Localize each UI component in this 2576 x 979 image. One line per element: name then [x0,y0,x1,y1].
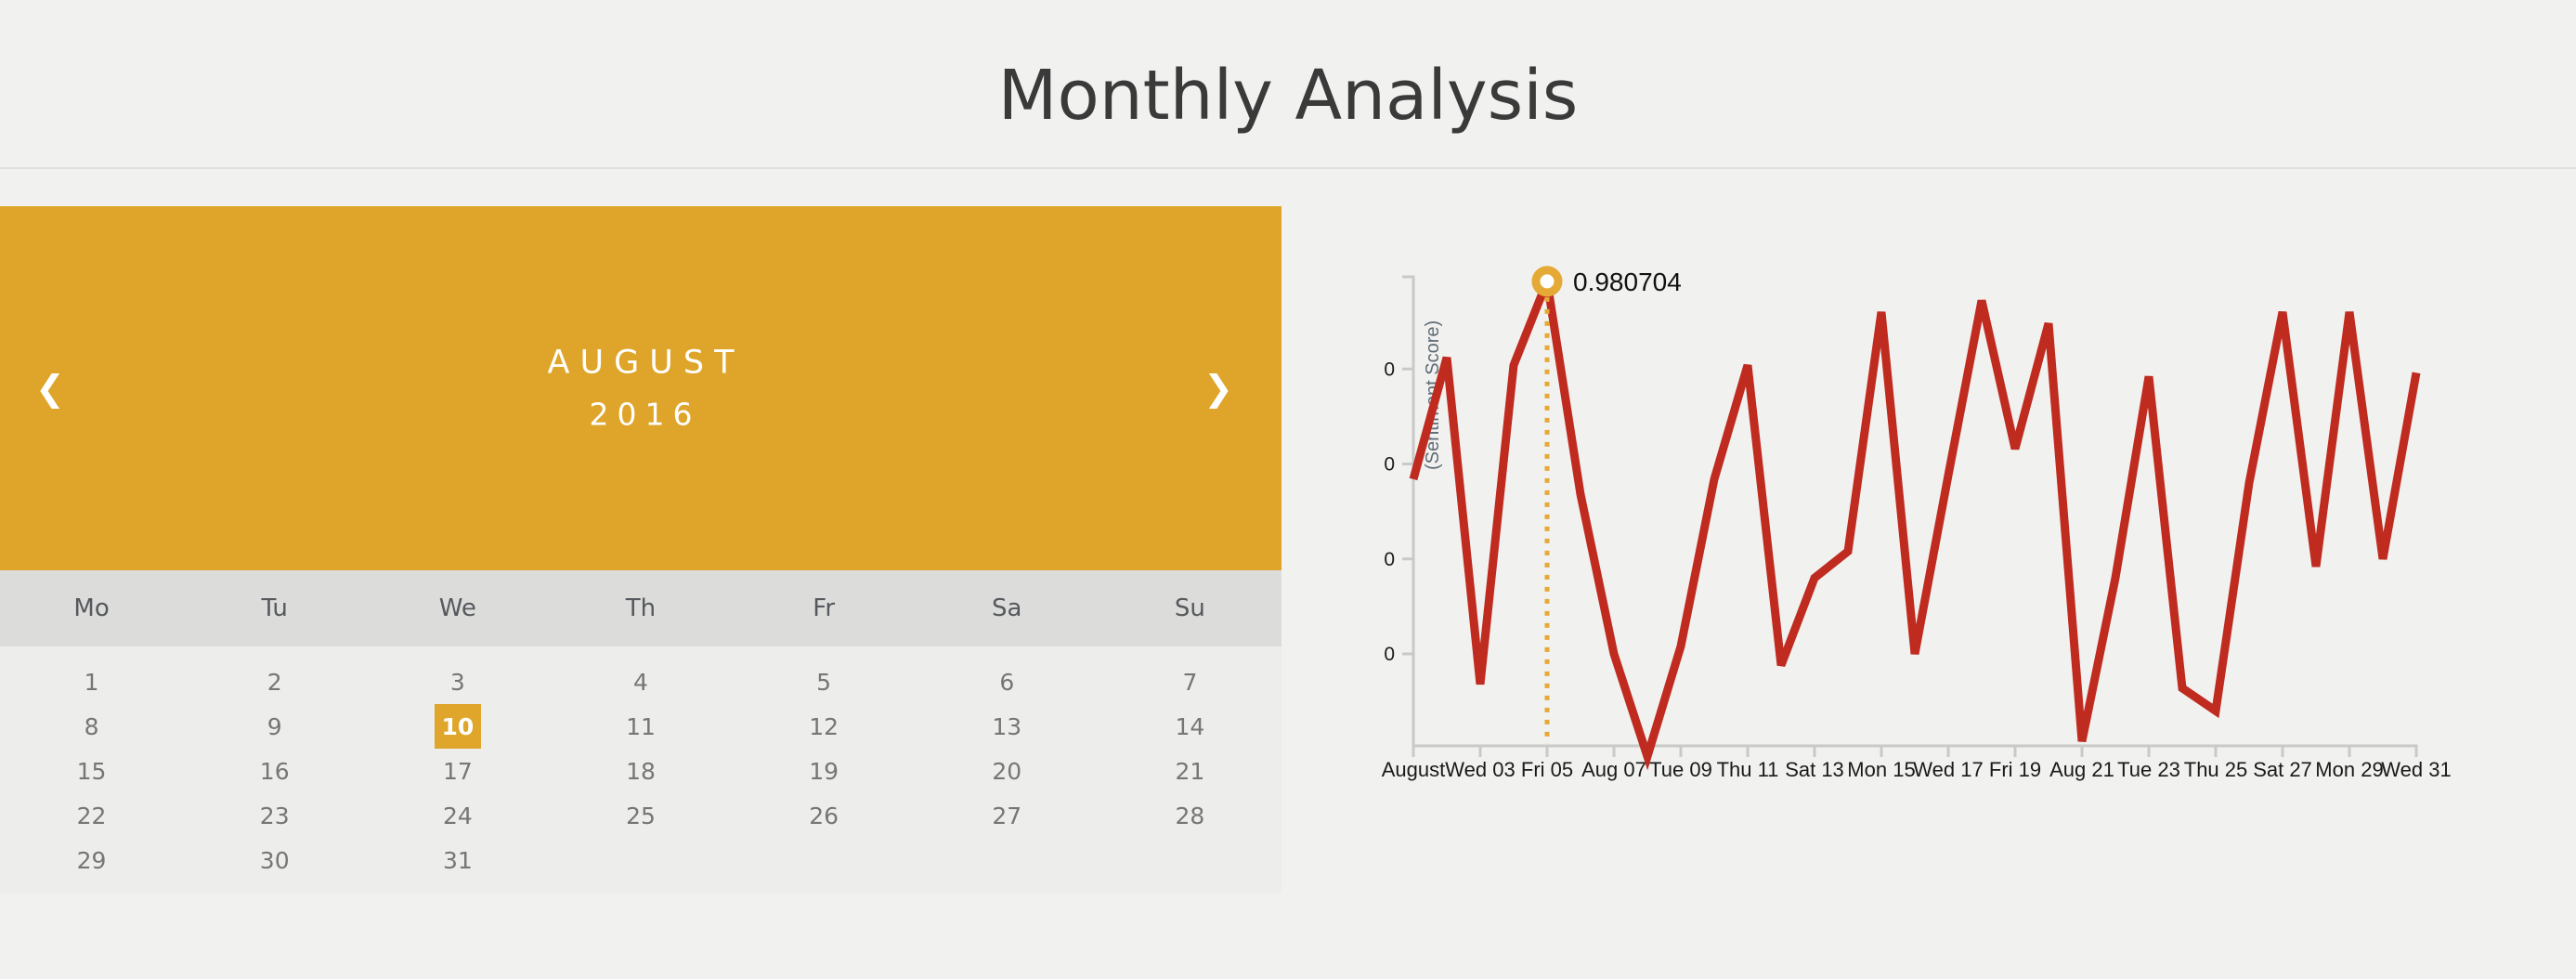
calendar-prev-month-button[interactable]: ❮ [35,371,65,406]
calendar-day[interactable]: 23 [259,802,290,829]
weekday-label: Mo [73,594,110,622]
calendar-day[interactable]: 22 [76,802,107,829]
calendar-day-empty [916,838,1099,882]
x-tick-label: Thu 25 [2184,758,2248,781]
x-tick-label: August [1382,758,1446,781]
point-value-annotation: 0.980704 [1573,268,1682,296]
calendar-year-label: 2016 [589,396,701,433]
calendar-day[interactable]: 21 [1175,757,1205,785]
y-tick-label: 0 [1384,359,1395,380]
calendar-day-selected[interactable]: 10 [434,704,481,749]
x-tick-label: Wed 03 [1445,758,1515,781]
x-axis [1413,744,2418,757]
calendar-day[interactable]: 8 [84,712,99,740]
calendar-weekday-row: Mo Tu We Th Fr Sa Su [0,570,1281,646]
x-tick-label: Sat 27 [2253,758,2312,781]
x-tick-label: Mon 15 [1847,758,1915,781]
chevron-right-icon: ❯ [1203,368,1233,409]
calendar-day[interactable]: 27 [992,802,1022,829]
y-tick-label: 0 [1384,454,1395,476]
calendar-day[interactable]: 30 [259,846,290,874]
calendar-day[interactable]: 18 [626,757,656,785]
x-tick-label: Aug 07 [1581,758,1646,781]
calendar-day[interactable]: 24 [442,802,473,829]
calendar-day[interactable]: 14 [1175,712,1205,740]
calendar-day[interactable]: 4 [633,668,648,696]
calendar-day[interactable]: 31 [442,846,473,874]
x-tick-label: Tue 09 [1649,758,1712,781]
calendar-day[interactable]: 10 [366,704,549,749]
calendar-day[interactable]: 6 [999,668,1015,696]
header-divider [0,167,2576,169]
calendar-header: ❮ AUGUST 2016 ❯ [0,206,1281,570]
selected-point-marker[interactable] [1531,266,1563,297]
x-tick-label: Fri 19 [1989,758,2041,781]
calendar-day[interactable]: 20 [992,757,1022,785]
calendar-day[interactable]: 12 [809,712,839,740]
page-title: Monthly Analysis [997,56,1579,136]
calendar-month-label: AUGUST [547,344,745,382]
calendar-title: AUGUST 2016 [538,345,745,433]
calendar-day[interactable]: 2 [267,668,282,696]
calendar-day-empty [549,838,732,882]
weekday-label: We [438,594,476,622]
calendar-day-empty [1099,838,1281,882]
calendar-day[interactable]: 29 [76,846,107,874]
calendar-day-grid: 1 2 3 4 5 6 7 8 9 10 11 12 13 14 15 16 17 18 19 20 21 22 23 24 2… [0,646,1281,894]
sentiment-line [1409,265,2421,771]
calendar-day[interactable]: 9 [267,712,282,740]
calendar-day[interactable]: 19 [809,757,839,785]
sentiment-line-chart: 0 0 0 0 August Wed 03 Fri 05 Aug 07 Tue 09 Thu 11… [1382,265,2452,781]
y-tick-label: 0 [1384,644,1395,665]
calendar-day-empty [733,838,916,882]
chevron-left-icon: ❮ [35,368,65,409]
y-tick-label: 0 [1384,549,1395,570]
calendar-day[interactable]: 1 [84,668,99,696]
x-tick-label: Wed 31 [2381,758,2451,781]
weekday-label: Th [625,594,657,622]
weekday-label: Sa [992,594,1022,622]
calendar-day[interactable]: 15 [76,757,107,785]
x-tick-label: Sat 13 [1785,758,1844,781]
y-axis [1402,275,1415,746]
calendar-next-month-button[interactable]: ❯ [1203,371,1233,406]
sentiment-chart: 0 0 0 0 August Wed 03 Fri 05 Aug 07 Tue 09 Thu 11… [1347,237,2554,831]
x-tick-label: Aug 21 [2049,758,2114,781]
calendar-day[interactable]: 26 [809,802,839,829]
calendar-day[interactable]: 3 [449,668,465,696]
calendar-day[interactable]: 25 [626,802,656,829]
x-tick-label: Mon 29 [2315,758,2383,781]
x-tick-label: Tue 23 [2117,758,2180,781]
x-tick-label: Thu 11 [1717,758,1779,781]
calendar-day[interactable]: 11 [626,712,656,740]
x-tick-label: Fri 05 [1521,758,1573,781]
weekday-label: Su [1174,594,1205,622]
x-tick-label: Wed 17 [1913,758,1983,781]
weekday-label: Tu [261,594,288,622]
calendar-day[interactable]: 13 [992,712,1022,740]
calendar-day[interactable]: 5 [816,668,832,696]
calendar-day[interactable]: 28 [1175,802,1205,829]
calendar-day[interactable]: 7 [1182,668,1198,696]
weekday-label: Fr [813,594,836,622]
calendar-day[interactable]: 16 [259,757,290,785]
calendar-day[interactable]: 17 [442,757,473,785]
